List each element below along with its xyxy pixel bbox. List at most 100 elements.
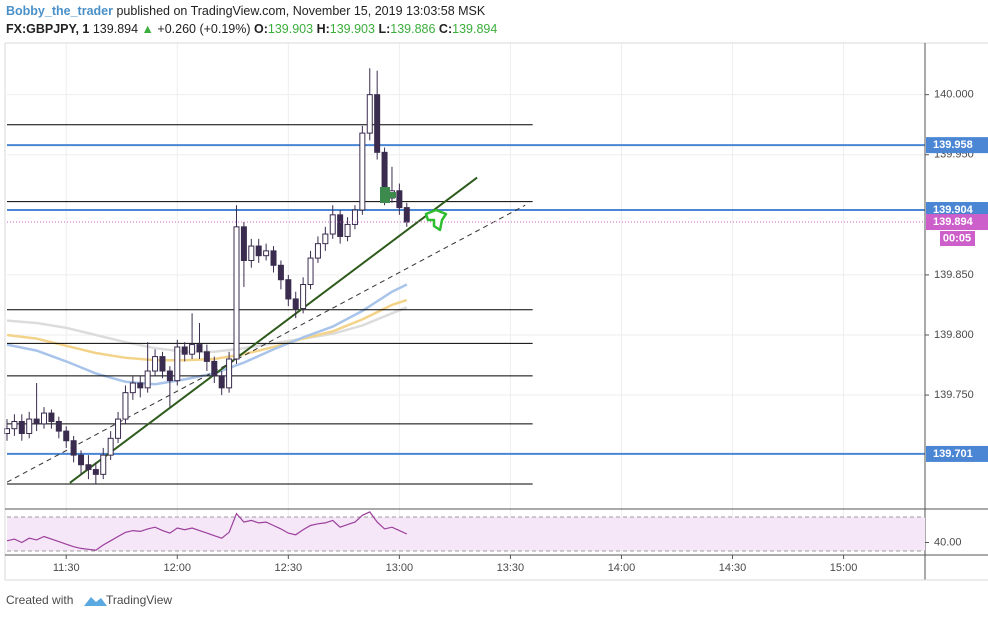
low: 139.886	[390, 22, 435, 36]
candle-body	[218, 375, 225, 389]
rsi-line	[6, 511, 408, 551]
change: +0.260 (+0.19%)	[157, 22, 250, 36]
tv-logo	[84, 597, 107, 606]
last-price-box	[926, 214, 988, 231]
candle-body	[203, 351, 210, 362]
candle-body	[322, 233, 329, 245]
moving-average	[6, 306, 408, 354]
candle-body	[226, 358, 233, 389]
countdown-box	[940, 231, 975, 247]
x-tick-label: 15:00	[830, 562, 858, 574]
candle-body	[26, 418, 33, 435]
price: 139.894	[93, 22, 138, 36]
candle-body	[292, 298, 299, 310]
level-label: 139.904	[933, 204, 974, 216]
candle-body	[189, 344, 196, 355]
candle-body	[174, 346, 181, 382]
candle-body	[240, 226, 247, 261]
candle-body	[374, 94, 381, 153]
signal-icon	[380, 187, 396, 203]
trend-line	[69, 176, 478, 484]
l-label: L:	[378, 22, 390, 36]
x-tick-label: 13:00	[386, 562, 414, 574]
candle-body	[55, 420, 62, 432]
footer-brand[interactable]: TradingView	[106, 593, 172, 607]
candle-body	[359, 132, 366, 211]
rsi-band	[7, 516, 925, 552]
candle-body	[314, 243, 321, 259]
candle-body	[48, 412, 55, 422]
footer-text: Created with	[6, 593, 73, 607]
y-tick-label: 139.800	[934, 329, 974, 341]
plot	[4, 68, 925, 485]
candle-body	[144, 370, 151, 389]
candle-body	[300, 284, 307, 310]
candle-body	[329, 214, 336, 235]
level-label: 139.958	[933, 139, 973, 151]
candle-body	[115, 418, 122, 439]
candle-body	[33, 418, 40, 425]
candle-body	[337, 214, 344, 237]
candle-body	[11, 420, 18, 430]
candle-body	[122, 392, 129, 420]
candle-body	[270, 250, 277, 266]
candle-body	[78, 454, 85, 466]
candle-body	[403, 207, 410, 223]
candle-body	[129, 382, 136, 394]
candle-body	[277, 264, 284, 281]
symbol: FX:GBPJPY, 1	[6, 22, 89, 36]
candle-body	[181, 346, 188, 355]
candle-body	[137, 382, 144, 389]
x-tick-label: 14:30	[719, 562, 747, 574]
trend-line	[6, 204, 526, 483]
last-price-label: 139.894	[933, 216, 974, 228]
ohlc-line: FX:GBPJPY, 1 139.894 ▲ +0.260 (+0.19%) O…	[6, 22, 497, 36]
candle-body	[233, 226, 240, 360]
x-tick-label: 11:30	[53, 562, 80, 574]
candle-body	[196, 344, 203, 353]
candle-body	[351, 209, 358, 225]
y-tick-label: 139.850	[934, 269, 974, 281]
high: 139.903	[330, 22, 375, 36]
candle-body	[18, 420, 25, 435]
x-tick-label: 14:00	[608, 562, 636, 574]
countdown-label: 00:05	[943, 232, 971, 244]
candle-body	[366, 94, 373, 134]
candle-body	[248, 245, 255, 261]
candle-body	[307, 257, 314, 286]
author[interactable]: Bobby_the_trader	[6, 4, 113, 18]
candle-body	[70, 440, 77, 456]
candle-body	[263, 250, 270, 257]
level-label-box	[926, 137, 988, 154]
candle-body	[166, 370, 173, 382]
candle-body	[63, 430, 70, 442]
published: published on TradingView.com, November 1…	[113, 4, 486, 18]
close: 139.894	[452, 22, 497, 36]
candle-body	[100, 454, 107, 475]
x-tick-label: 13:30	[497, 562, 525, 574]
candle-body	[344, 223, 351, 237]
candle-body	[85, 464, 92, 471]
thumb-icon	[424, 208, 448, 232]
o-label: O:	[254, 22, 268, 36]
change-arrow: ▲	[142, 22, 154, 36]
open: 139.903	[268, 22, 313, 36]
y-tick-label: 139.750	[934, 389, 974, 401]
candle-body	[255, 245, 262, 257]
candle-body	[211, 360, 218, 377]
h-label: H:	[317, 22, 330, 36]
candle-body	[396, 190, 403, 209]
candle-body	[92, 469, 99, 475]
y-tick-label: 140.000	[934, 89, 974, 101]
c-label: C:	[439, 22, 452, 36]
level-label-box	[926, 202, 988, 219]
grid	[7, 43, 925, 555]
candle-body	[159, 356, 166, 372]
x-tick-label: 12:00	[164, 562, 192, 574]
candle-body	[152, 356, 159, 372]
candle-body	[41, 412, 48, 425]
header-line: Bobby_the_trader published on TradingVie…	[6, 4, 486, 18]
level-label-box	[926, 445, 988, 462]
